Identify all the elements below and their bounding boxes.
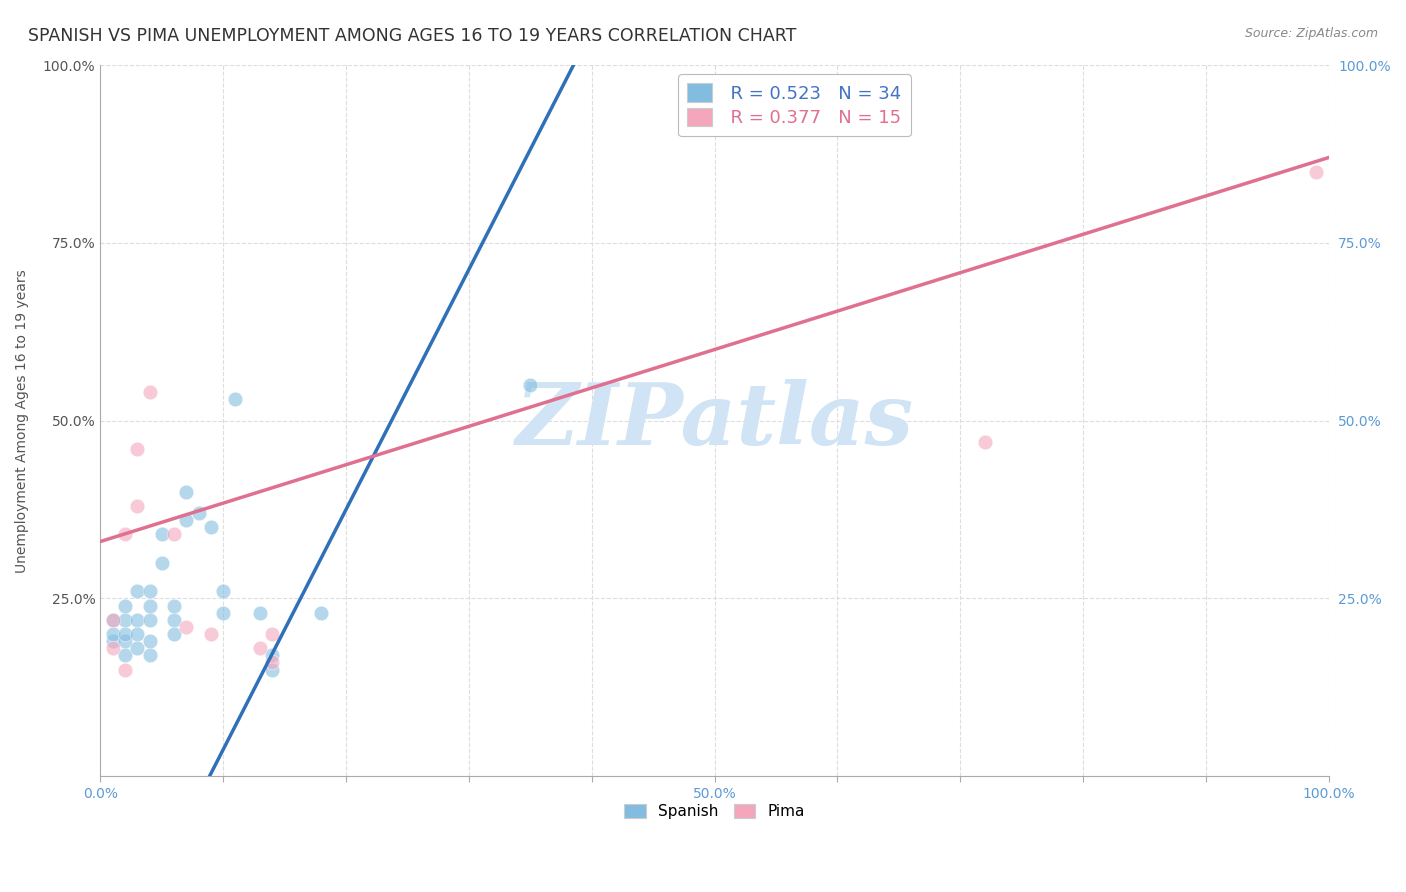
- Point: [114, 599, 136, 613]
- Point: [101, 627, 124, 641]
- Point: [127, 613, 149, 627]
- Text: ZIPatlas: ZIPatlas: [516, 379, 914, 462]
- Point: [138, 648, 160, 663]
- Point: [163, 527, 186, 541]
- Point: [127, 584, 149, 599]
- Point: [138, 599, 160, 613]
- Point: [127, 442, 149, 456]
- Point: [262, 648, 284, 663]
- Point: [150, 556, 173, 570]
- Point: [138, 634, 160, 648]
- Point: [176, 513, 198, 527]
- Point: [973, 434, 995, 449]
- Point: [114, 648, 136, 663]
- Point: [176, 620, 198, 634]
- Point: [127, 627, 149, 641]
- Point: [114, 663, 136, 677]
- Point: [176, 484, 198, 499]
- Point: [262, 656, 284, 670]
- Point: [163, 627, 186, 641]
- Point: [138, 385, 160, 400]
- Point: [187, 506, 209, 520]
- Point: [200, 627, 222, 641]
- Point: [249, 606, 271, 620]
- Point: [114, 527, 136, 541]
- Point: [150, 527, 173, 541]
- Point: [114, 627, 136, 641]
- Point: [262, 627, 284, 641]
- Text: SPANISH VS PIMA UNEMPLOYMENT AMONG AGES 16 TO 19 YEARS CORRELATION CHART: SPANISH VS PIMA UNEMPLOYMENT AMONG AGES …: [28, 27, 796, 45]
- Point: [114, 613, 136, 627]
- Point: [224, 392, 246, 407]
- Point: [138, 584, 160, 599]
- Point: [262, 663, 284, 677]
- Point: [212, 584, 235, 599]
- Point: [127, 499, 149, 513]
- Point: [1305, 165, 1327, 179]
- Point: [138, 613, 160, 627]
- Y-axis label: Unemployment Among Ages 16 to 19 years: Unemployment Among Ages 16 to 19 years: [15, 268, 30, 573]
- Point: [519, 378, 541, 392]
- Point: [101, 613, 124, 627]
- Point: [101, 613, 124, 627]
- Point: [114, 634, 136, 648]
- Point: [311, 606, 333, 620]
- Point: [101, 641, 124, 656]
- Point: [127, 641, 149, 656]
- Point: [200, 520, 222, 534]
- Point: [163, 613, 186, 627]
- Point: [212, 606, 235, 620]
- Text: Source: ZipAtlas.com: Source: ZipAtlas.com: [1244, 27, 1378, 40]
- Point: [101, 634, 124, 648]
- Legend: Spanish, Pima: Spanish, Pima: [619, 798, 811, 825]
- Point: [249, 641, 271, 656]
- Point: [163, 599, 186, 613]
